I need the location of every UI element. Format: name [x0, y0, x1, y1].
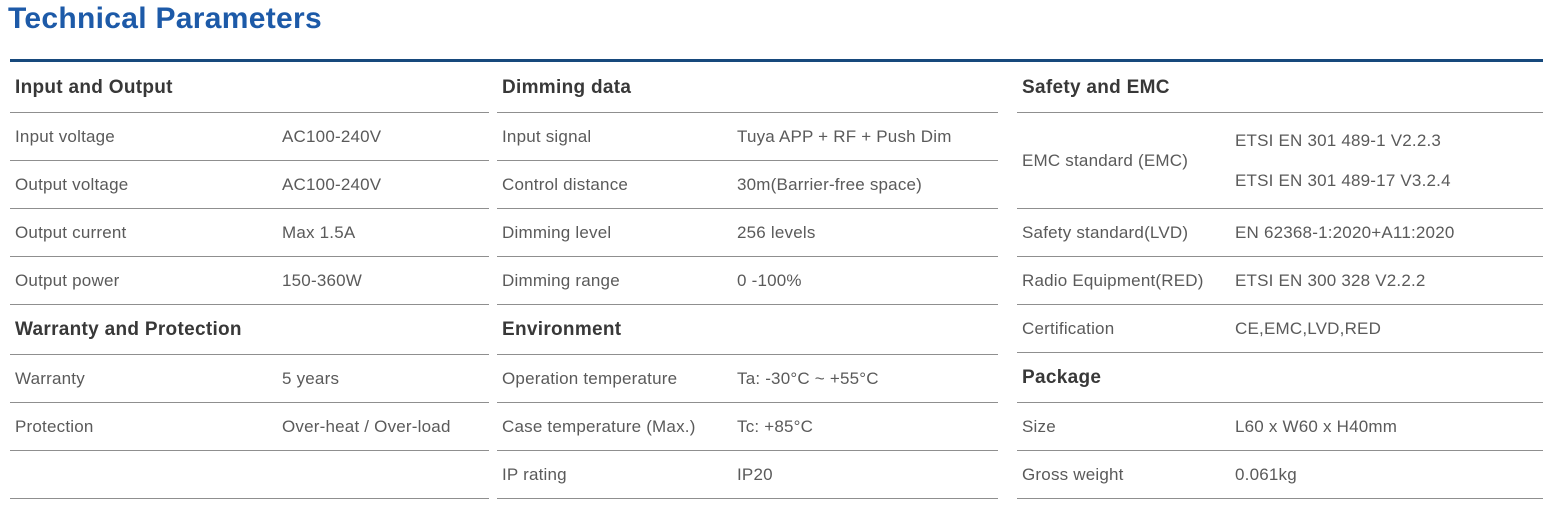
spec-columns: Input and Output Input voltage AC100-240V O…: [10, 63, 1543, 499]
spec-row: Radio Equipment(RED) ETSI EN 300 328 V2.2…: [1017, 257, 1543, 305]
spec-label: Input voltage: [15, 126, 115, 146]
spec-label: Protection: [15, 416, 94, 436]
spec-label: EMC standard (EMC): [1022, 150, 1189, 170]
spec-value-line: 0 -100%: [737, 270, 802, 290]
spec-value-line: 0.061kg: [1235, 464, 1297, 484]
spec-label: Output power: [15, 270, 120, 290]
spec-row: Output current Max 1.5A: [10, 209, 489, 257]
spec-value-line: Max 1.5A: [282, 222, 356, 242]
spec-value: Tc: +85°C: [737, 414, 998, 440]
spec-value: 5 years: [282, 366, 489, 392]
spec-column: Safety and EMC EMC standard (EMC) ETSI EN …: [1017, 63, 1543, 499]
spec-value-line: CE,EMC,LVD,RED: [1235, 318, 1382, 338]
spec-row: EMC standard (EMC) ETSI EN 301 489-1 V2.2…: [1017, 113, 1543, 209]
spec-label: IP rating: [502, 464, 567, 484]
spec-label: Input signal: [502, 126, 592, 146]
spec-label: Radio Equipment(RED): [1022, 270, 1204, 290]
spec-row: Output voltage AC100-240V: [10, 161, 489, 209]
spec-column: Dimming data Input signal Tuya APP + RF + …: [497, 63, 998, 499]
spec-label: Certification: [1022, 318, 1115, 338]
spec-label: Control distance: [502, 174, 629, 194]
spec-value-line: AC100-240V: [282, 174, 382, 194]
spec-value: ETSI EN 301 489-1 V2.2.3 ETSI EN 301 489-…: [1235, 121, 1543, 201]
spec-value-line: Ta: -30°C ~ +55°C: [737, 368, 879, 388]
spec-label: Output voltage: [15, 174, 129, 194]
spec-value: CE,EMC,LVD,RED: [1235, 316, 1543, 342]
spec-row: IP rating IP20: [497, 451, 998, 499]
spec-value-line: EN 62368-1:2020+A11:2020: [1235, 222, 1455, 242]
title-rule-line: [10, 59, 1543, 62]
spec-row: Protection Over-heat / Over-load: [10, 403, 489, 451]
spec-label: Operation temperature: [502, 368, 678, 388]
spec-value-line: 256 levels: [737, 222, 816, 242]
spec-row: Input voltage AC100-240V: [10, 113, 489, 161]
spec-row: Case temperature (Max.) Tc: +85°C: [497, 403, 998, 451]
spec-label: Size: [1022, 416, 1056, 436]
spec-row: Certification CE,EMC,LVD,RED: [1017, 305, 1543, 353]
spec-value: 0.061kg: [1235, 462, 1543, 488]
spec-row: Dimming level 256 levels: [497, 209, 998, 257]
section-title: Package: [1017, 353, 1543, 403]
spec-value: AC100-240V: [282, 124, 489, 150]
spec-label: Case temperature (Max.): [502, 416, 696, 436]
spec-row: Warranty 5 years: [10, 355, 489, 403]
spec-value-line: Tc: +85°C: [737, 416, 814, 436]
spec-row: Safety standard(LVD) EN 62368-1:2020+A11:…: [1017, 209, 1543, 257]
spec-label: Safety standard(LVD): [1022, 222, 1189, 242]
spec-row: Control distance 30m(Barrier-free space): [497, 161, 998, 209]
spec-value: 256 levels: [737, 220, 998, 246]
section-title: Environment: [497, 305, 998, 355]
spec-value: Over-heat / Over-load: [282, 414, 489, 440]
spec-value: L60 x W60 x H40mm: [1235, 414, 1543, 440]
spec-value-line: IP20: [737, 464, 773, 484]
spec-value-line: ETSI EN 301 489-17 V3.2.4: [1235, 170, 1451, 190]
spec-row: Dimming range 0 -100%: [497, 257, 998, 305]
section-title: Input and Output: [10, 63, 489, 113]
spec-label: Warranty: [15, 368, 85, 388]
spec-label: Gross weight: [1022, 464, 1124, 484]
section-title: Safety and EMC: [1017, 63, 1543, 113]
spec-value: IP20: [737, 462, 998, 488]
spec-label: Dimming level: [502, 222, 612, 242]
spec-value-line: 30m(Barrier-free space): [737, 174, 923, 194]
spec-row: Operation temperature Ta: -30°C ~ +55°C: [497, 355, 998, 403]
spec-value-line: 5 years: [282, 368, 340, 388]
spec-value: EN 62368-1:2020+A11:2020: [1235, 220, 1543, 246]
spec-value-line: ETSI EN 301 489-1 V2.2.3: [1235, 130, 1442, 150]
spec-value-line: Tuya APP + RF + Push Dim: [737, 126, 952, 146]
section-title: Warranty and Protection: [10, 305, 489, 355]
spec-label: Output current: [15, 222, 127, 242]
spec-value: Tuya APP + RF + Push Dim: [737, 124, 998, 150]
spec-value: Ta: -30°C ~ +55°C: [737, 366, 998, 392]
spec-column: Input and Output Input voltage AC100-240V O…: [10, 63, 489, 499]
page-title: Technical Parameters: [8, 2, 322, 35]
spec-value-line: AC100-240V: [282, 126, 382, 146]
spec-value: 150-360W: [282, 268, 489, 294]
spec-row: Gross weight 0.061kg: [1017, 451, 1543, 499]
section-title: Dimming data: [497, 63, 998, 113]
spec-value: 30m(Barrier-free space): [737, 172, 998, 198]
spec-label: Dimming range: [502, 270, 620, 290]
spec-row: Size L60 x W60 x H40mm: [1017, 403, 1543, 451]
spec-value: 0 -100%: [737, 268, 998, 294]
spec-row: Output power 150-360W: [10, 257, 489, 305]
spec-value-line: L60 x W60 x H40mm: [1235, 416, 1398, 436]
spec-value: Max 1.5A: [282, 220, 489, 246]
spec-spacer-row: [10, 451, 489, 499]
spec-value: AC100-240V: [282, 172, 489, 198]
spec-row: Input signal Tuya APP + RF + Push Dim: [497, 113, 998, 161]
spec-value: ETSI EN 300 328 V2.2.2: [1235, 268, 1543, 294]
spec-value-line: Over-heat / Over-load: [282, 416, 451, 436]
spec-value-line: ETSI EN 300 328 V2.2.2: [1235, 270, 1426, 290]
spec-value-line: 150-360W: [282, 270, 363, 290]
